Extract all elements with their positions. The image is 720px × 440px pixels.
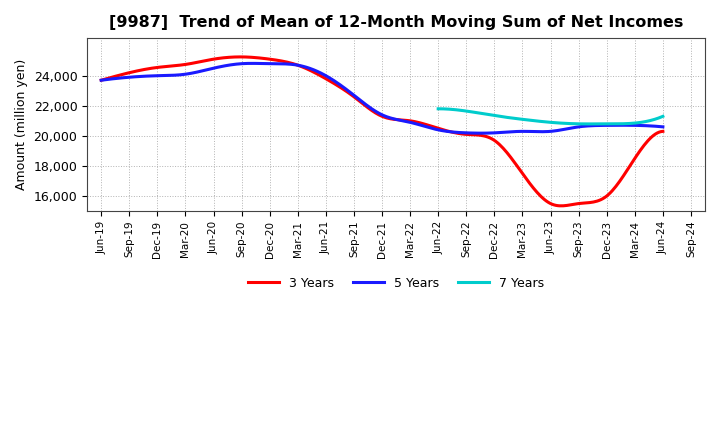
5 Years	[610, 123, 618, 128]
Line: 3 Years: 3 Years	[102, 57, 663, 206]
Line: 5 Years: 5 Years	[102, 63, 663, 133]
5 Years	[97, 77, 106, 83]
7 Years	[568, 121, 577, 126]
7 Years	[659, 114, 667, 119]
5 Years	[443, 129, 451, 134]
Y-axis label: Amount (million yen): Amount (million yen)	[15, 59, 28, 190]
3 Years	[433, 125, 442, 131]
5 Years	[574, 124, 582, 129]
Legend: 3 Years, 5 Years, 7 Years: 3 Years, 5 Years, 7 Years	[243, 272, 549, 295]
3 Years	[99, 77, 107, 82]
Title: [9987]  Trend of Mean of 12-Month Moving Sum of Net Incomes: [9987] Trend of Mean of 12-Month Moving …	[109, 15, 683, 30]
3 Years	[443, 128, 451, 133]
7 Years	[436, 106, 444, 111]
5 Years	[99, 77, 107, 83]
5 Years	[659, 124, 667, 129]
5 Years	[431, 127, 440, 132]
7 Years	[572, 121, 581, 126]
3 Years	[236, 54, 245, 59]
7 Years	[625, 121, 634, 126]
3 Years	[431, 125, 440, 130]
3 Years	[610, 186, 618, 191]
7 Years	[567, 121, 576, 126]
3 Years	[659, 129, 667, 134]
5 Years	[433, 127, 442, 132]
Line: 7 Years: 7 Years	[438, 109, 663, 124]
3 Years	[574, 201, 582, 206]
7 Years	[639, 119, 648, 125]
3 Years	[97, 77, 106, 83]
7 Years	[584, 121, 593, 127]
5 Years	[247, 61, 256, 66]
7 Years	[434, 106, 443, 111]
7 Years	[435, 106, 444, 111]
5 Years	[477, 131, 485, 136]
3 Years	[557, 203, 566, 209]
